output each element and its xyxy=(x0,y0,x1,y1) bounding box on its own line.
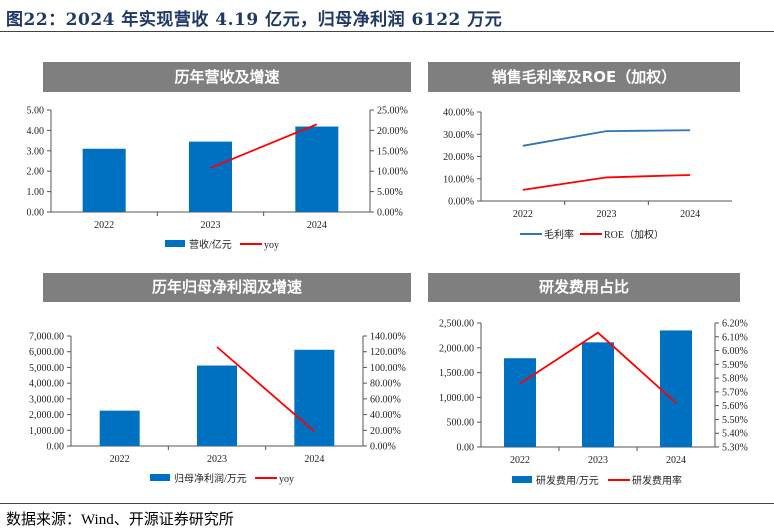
chart3-left-tick-label: 7,000.00 xyxy=(29,332,64,343)
chart4-legend-bar-swatch xyxy=(512,476,532,483)
chart2-x-label: 2024 xyxy=(680,209,700,220)
chart4-right-tick-label: 5.70% xyxy=(722,387,748,398)
chart4-bar xyxy=(582,342,614,447)
chart4-right-tick-label: 5.30% xyxy=(722,443,748,454)
chart1-bar xyxy=(82,148,126,212)
chart2-left-tick-label: 40.00% xyxy=(443,108,474,119)
chart1-left-tick-label: 0.00 xyxy=(27,208,45,219)
source-note: 数据来源：Wind、开源证券研究所 xyxy=(6,512,234,528)
chart3-left-tick-label: 2,000.00 xyxy=(29,410,64,421)
chart3-left-tick-label: 0.00 xyxy=(47,442,65,453)
chart3-legend-label: yoy xyxy=(279,474,294,485)
chart2-legend-label: 毛利率 xyxy=(544,228,574,241)
chart4-x-label: 2024 xyxy=(666,455,686,466)
chart4-right-tick-label: 5.50% xyxy=(722,415,748,426)
chart4-legend-label: 研发费用率 xyxy=(632,474,682,487)
chart4-right-tick-label: 5.60% xyxy=(722,401,748,412)
chart4-right-tick-label: 5.40% xyxy=(722,429,748,440)
chart3-line-0 xyxy=(216,346,315,433)
chart1-bar xyxy=(189,141,232,212)
chart1-left-tick-label: 4.00 xyxy=(27,126,45,137)
chart3-left-tick-label: 5,000.00 xyxy=(29,363,64,374)
chart2-line-1 xyxy=(522,174,691,191)
chart3-right-tick-label: 120.00% xyxy=(370,347,406,358)
chart4-legend-label: 研发费用/万元 xyxy=(536,474,599,487)
chart3-bar xyxy=(99,410,140,446)
chart4-left-tick-label: 2,500.00 xyxy=(439,319,474,330)
figure-title: 图22：2024 年实现营收 4.19 亿元，归母净利润 6122 万元 xyxy=(6,10,503,30)
chart1-left-tick-label: 2.00 xyxy=(27,167,45,178)
chart1-legend-label: 营收/亿元 xyxy=(189,238,232,251)
chart4-left-tick-label: 0.00 xyxy=(457,443,475,454)
chart1-x-label: 2023 xyxy=(201,220,221,231)
chart2-left-tick-label: 30.00% xyxy=(443,130,474,141)
chart1-left-tick-label: 5.00 xyxy=(27,106,45,117)
chart2-x-label: 2023 xyxy=(597,209,617,220)
title-divider xyxy=(0,31,774,32)
chart4-right-tick-label: 6.20% xyxy=(722,319,748,330)
chart2-line-0 xyxy=(522,129,691,147)
chart1-right-tick-label: 0.00% xyxy=(377,208,403,219)
chart1-left-tick-label: 3.00 xyxy=(27,146,45,157)
chart1-left-tick-label: 1.00 xyxy=(27,187,45,198)
chart4-header: 研发费用占比 xyxy=(428,273,740,302)
chart2-left-tick-label: 0.00% xyxy=(448,197,474,208)
chart3-left-tick-label: 4,000.00 xyxy=(29,379,64,390)
chart1-right-tick-label: 20.00% xyxy=(377,126,408,137)
chart1-legend-label: yoy xyxy=(264,240,279,251)
chart4-bar xyxy=(660,330,692,447)
chart1-right-tick-label: 25.00% xyxy=(377,106,408,117)
chart2-left-tick-label: 10.00% xyxy=(443,174,474,185)
chart2-header: 销售毛利率及ROE（加权） xyxy=(428,62,740,92)
chart1-x-label: 2024 xyxy=(307,220,327,231)
chart2-legend-label: ROE（加权） xyxy=(604,228,664,241)
chart3-legend-bar-swatch xyxy=(150,474,170,481)
chart4-left-tick-label: 500.00 xyxy=(447,418,475,429)
footer-divider xyxy=(0,503,774,504)
chart1-right-tick-label: 5.00% xyxy=(377,187,403,198)
chart3-right-tick-label: 140.00% xyxy=(370,332,406,343)
chart3-x-label: 2023 xyxy=(207,454,227,465)
chart3-x-label: 2022 xyxy=(110,454,130,465)
chart4-x-label: 2022 xyxy=(510,455,530,466)
chart3-left-tick-label: 3,000.00 xyxy=(29,394,64,405)
chart3-right-tick-label: 20.00% xyxy=(370,426,401,437)
chart1-line-0 xyxy=(210,123,318,169)
chart3-right-tick-label: 0.00% xyxy=(370,442,396,453)
chart4-left-tick-label: 1,500.00 xyxy=(439,368,474,379)
chart4-right-tick-label: 5.90% xyxy=(722,360,748,371)
chart1-header: 历年营收及增速 xyxy=(43,62,411,92)
chart4-right-tick-label: 6.00% xyxy=(722,346,748,357)
chart2-left-tick-label: 20.00% xyxy=(443,152,474,163)
chart3-bar xyxy=(294,349,335,446)
chart4-bar xyxy=(504,358,536,447)
chart1-right-tick-label: 10.00% xyxy=(377,167,408,178)
chart4-right-tick-label: 6.10% xyxy=(722,332,748,343)
chart4-left-tick-label: 2,000.00 xyxy=(439,343,474,354)
chart3-bar xyxy=(197,365,237,446)
chart4-right-tick-label: 5.80% xyxy=(722,374,748,385)
chart3-x-label: 2024 xyxy=(304,454,324,465)
chart2-x-label: 2022 xyxy=(513,209,533,220)
chart1-legend-bar-swatch xyxy=(165,240,185,247)
chart4-line-0 xyxy=(519,331,677,404)
chart3-legend-label: 归母净利润/万元 xyxy=(174,472,247,485)
chart4-left-tick-label: 1,000.00 xyxy=(439,393,474,404)
chart1-bar xyxy=(295,126,339,212)
chart3-header: 历年归母净利润及增速 xyxy=(43,273,411,302)
chart3-right-tick-label: 80.00% xyxy=(370,379,401,390)
chart1-right-tick-label: 15.00% xyxy=(377,146,408,157)
chart3-left-tick-label: 6,000.00 xyxy=(29,347,64,358)
chart3-right-tick-label: 60.00% xyxy=(370,394,401,405)
chart4-x-label: 2023 xyxy=(588,455,608,466)
chart3-right-tick-label: 100.00% xyxy=(370,363,406,374)
chart3-left-tick-label: 1,000.00 xyxy=(29,426,64,437)
chart3-right-tick-label: 40.00% xyxy=(370,410,401,421)
chart1-x-label: 2022 xyxy=(94,220,114,231)
